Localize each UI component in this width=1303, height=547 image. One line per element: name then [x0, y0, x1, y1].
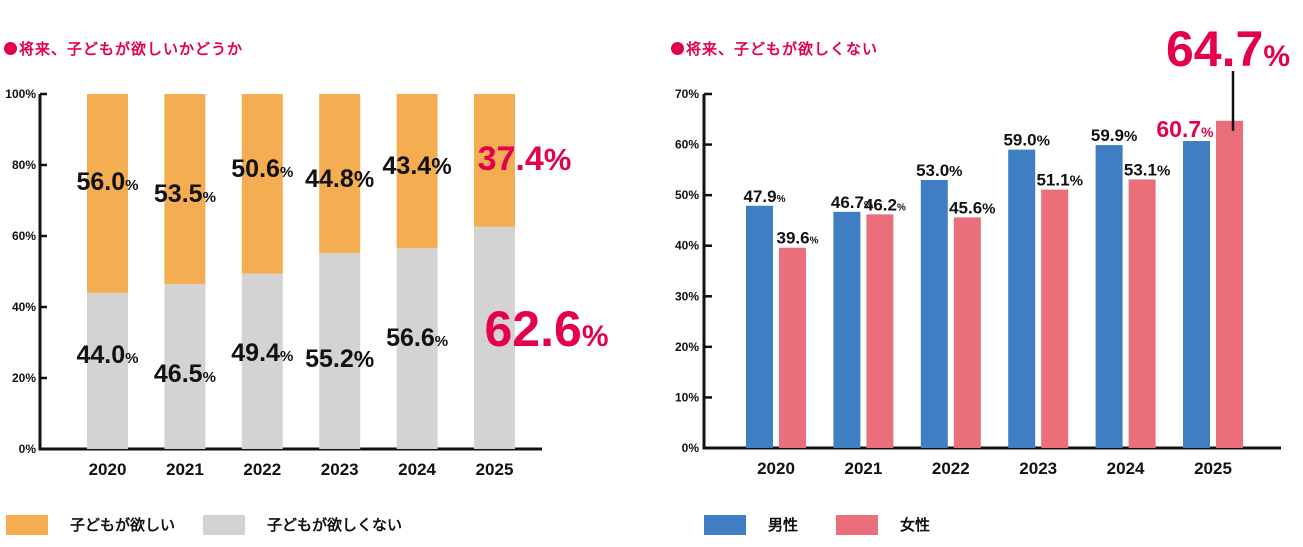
bar-not-want-2024: [396, 248, 438, 449]
label-female-2021: 46.2%: [864, 195, 906, 214]
bar-not-want-2020: [87, 292, 128, 449]
legend-label-not-want: 子どもが欲しくない: [267, 516, 403, 534]
label-want-2021: 53.5%: [154, 180, 216, 208]
label-not-want-2023: 55.2%: [305, 345, 374, 373]
left-y-tick-label: 60%: [12, 229, 36, 243]
label-want-2022: 50.6%: [231, 155, 293, 183]
bar-want-2025: [474, 94, 515, 227]
legend-label-want: 子どもが欲しい: [70, 516, 176, 534]
right-chart-title-text: 将来、子どもが欲しくない: [686, 40, 879, 58]
right-y-tick-label: 10%: [675, 390, 699, 404]
bar-want-2021: [164, 94, 206, 284]
label-male-2020: 47.9%: [744, 187, 786, 206]
label-female-2024: 53.1%: [1124, 160, 1170, 179]
bar-not-want-2022: [241, 273, 283, 449]
bar-male-2022: [920, 179, 948, 448]
bullet-icon: [4, 42, 17, 55]
right-y-tick-label: 0%: [682, 441, 700, 455]
right-x-tick-label-2022: 2022: [932, 459, 970, 478]
label-want-2025: 37.4%: [478, 140, 572, 178]
bar-want-2023: [319, 94, 361, 254]
right-chart-legend: 男性 女性: [704, 514, 946, 535]
bar-male-2025: [1183, 141, 1210, 448]
legend-swatch-male: [704, 514, 746, 535]
bar-female-2022: [953, 217, 981, 448]
bar-not-want-2025: [474, 226, 515, 449]
label-male-2025: 60.7%: [1156, 116, 1214, 142]
left-x-tick-label-2024: 2024: [398, 460, 436, 479]
bar-want-2024: [396, 94, 438, 249]
bar-male-2021: [833, 211, 861, 448]
bar-female-2023: [1041, 189, 1069, 448]
left-y-tick-label: 20%: [12, 371, 36, 385]
label-want-2024: 43.4%: [383, 152, 452, 180]
bar-female-2025: [1216, 120, 1243, 448]
bar-male-2023: [1008, 149, 1036, 448]
right-x-tick-label-2021: 2021: [844, 459, 882, 478]
legend-item-female: 女性: [836, 514, 930, 535]
bar-female-2021: [866, 214, 894, 448]
right-y-tick-label: 60%: [675, 138, 699, 152]
left-chart-title-text: 将来、子どもが欲しいかどうか: [19, 40, 244, 58]
legend-swatch-female: [836, 514, 879, 535]
label-male-2022: 53.0%: [916, 161, 962, 180]
right-chart-title: 将来、子どもが欲しくない: [671, 38, 878, 59]
label-male-2023: 59.0%: [1003, 131, 1049, 150]
right-x-tick-label-2025: 2025: [1194, 459, 1232, 478]
right-chart: 0% 10% 20% 30% 40% 50% 60% 70% 2020 2021 2022 2023 2…: [675, 71, 1281, 478]
label-male-2024: 59.9%: [1091, 126, 1137, 145]
left-y-tick-label: 80%: [12, 158, 36, 172]
label-not-want-2025: 62.6%: [484, 301, 608, 357]
label-want-2023: 44.8%: [305, 165, 374, 193]
right-x-tick-label-2024: 2024: [1107, 459, 1145, 478]
right-y-tick-label: 70%: [675, 87, 699, 101]
label-not-want-2022: 49.4%: [231, 339, 293, 367]
label-not-want-2021: 46.5%: [154, 360, 216, 388]
left-x-tick-label-2022: 2022: [243, 460, 281, 479]
bar-female-2020: [779, 247, 806, 448]
left-chart-title: 将来、子どもが欲しいかどうか: [4, 38, 243, 59]
right-x-tick-label-2023: 2023: [1019, 459, 1057, 478]
left-y-tick-label: 0%: [19, 442, 37, 456]
right-y-tick-label: 30%: [675, 289, 699, 303]
label-female-2020: 39.6%: [777, 229, 819, 248]
bar-want-2020: [87, 94, 128, 293]
left-y-tick-label: 100%: [5, 87, 36, 101]
left-x-tick-label-2023: 2023: [321, 460, 359, 479]
legend-item-not-want: 子どもが欲しくない: [203, 514, 402, 535]
label-want-2020: 56.0%: [76, 168, 138, 196]
right-y-tick-label: 20%: [675, 340, 699, 354]
left-chart: 0% 20% 40% 60% 80% 100% 2020 2021 2022 2023 2024 20…: [5, 87, 542, 479]
bar-not-want-2021: [164, 283, 206, 449]
left-x-tick-label-2021: 2021: [166, 460, 204, 479]
bar-male-2020: [746, 205, 773, 448]
legend-label-male: 男性: [768, 516, 799, 534]
legend-item-male: 男性: [704, 514, 798, 535]
left-x-tick-label-2020: 2020: [89, 460, 127, 479]
label-female-2022: 45.6%: [949, 198, 995, 217]
bar-female-2024: [1128, 179, 1156, 449]
bullet-icon: [671, 42, 684, 55]
legend-swatch-want: [6, 514, 48, 535]
label-female-2025: 64.7%: [1166, 21, 1290, 77]
right-x-tick-label-2020: 2020: [757, 459, 795, 478]
left-x-tick-label-2025: 2025: [476, 460, 514, 479]
bar-male-2024: [1095, 145, 1123, 448]
left-y-tick-label: 40%: [12, 300, 36, 314]
legend-label-female: 女性: [900, 516, 931, 534]
legend-item-want: 子どもが欲しい: [6, 514, 175, 535]
label-not-want-2020: 44.0%: [76, 341, 138, 369]
right-y-tick-label: 40%: [675, 239, 699, 253]
legend-swatch-not-want: [203, 514, 246, 535]
bar-want-2022: [241, 94, 283, 274]
label-female-2023: 51.1%: [1036, 171, 1082, 190]
right-y-tick-label: 50%: [675, 188, 699, 202]
bar-not-want-2023: [319, 253, 361, 449]
label-male-2021: 46.7%: [831, 193, 873, 212]
label-not-want-2024: 56.6%: [386, 324, 448, 352]
left-chart-legend: 子どもが欲しい 子どもが欲しくない: [6, 514, 418, 535]
